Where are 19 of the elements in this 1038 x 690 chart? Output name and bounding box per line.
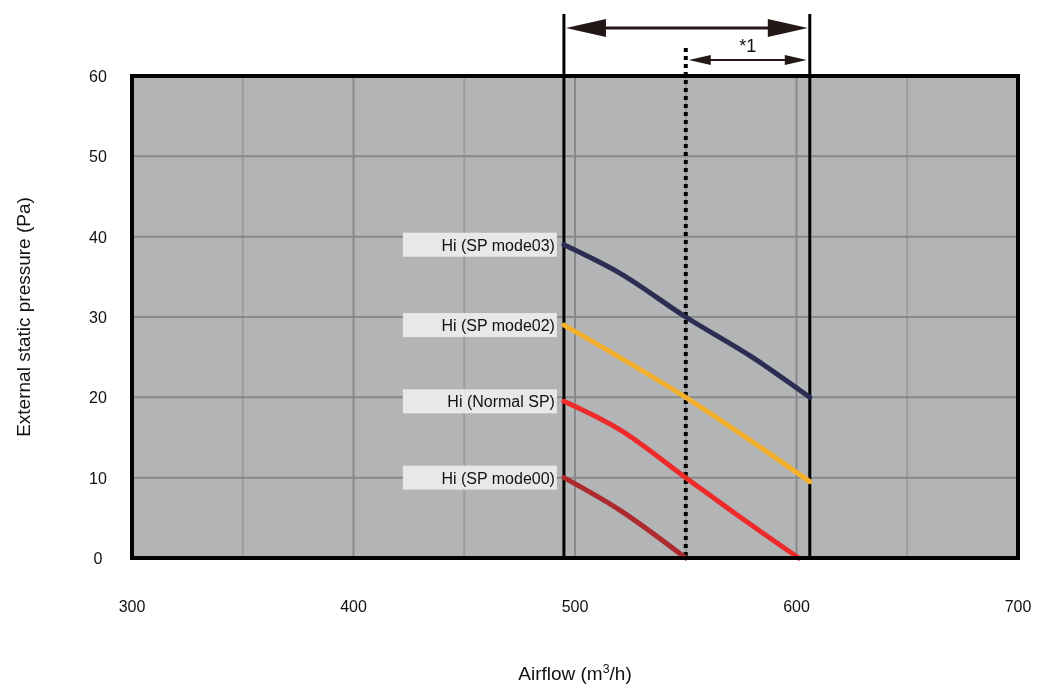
y-tick-label: 10	[89, 469, 107, 487]
series-label: Hi (SP mode02)	[441, 317, 555, 335]
series-label: Hi (SP mode00)	[441, 469, 555, 487]
y-tick-label: 0	[93, 550, 103, 567]
y-tick-label: 30	[89, 309, 107, 326]
y-tick-label: 40	[89, 228, 107, 246]
x-tick-label: 300	[118, 598, 146, 615]
x-tick-label: 400	[340, 598, 367, 615]
x-tick-label: 500	[561, 598, 589, 615]
x-tick-label: 600	[783, 598, 810, 615]
series-label: Hi (SP mode03)	[441, 236, 555, 254]
y-axis-title: External static pressure (Pa)	[13, 197, 34, 437]
x-axis-title: Airflow (m$^{3}$/h)	[518, 662, 632, 684]
y-tick-label: 50	[89, 148, 107, 166]
y-tick-label: 60	[89, 68, 107, 85]
x-tick-label: 700	[1004, 598, 1032, 615]
series-label: Hi (Normal SP)	[447, 393, 555, 411]
y-tick-label: 20	[89, 389, 107, 407]
text: *1	[739, 36, 757, 56]
